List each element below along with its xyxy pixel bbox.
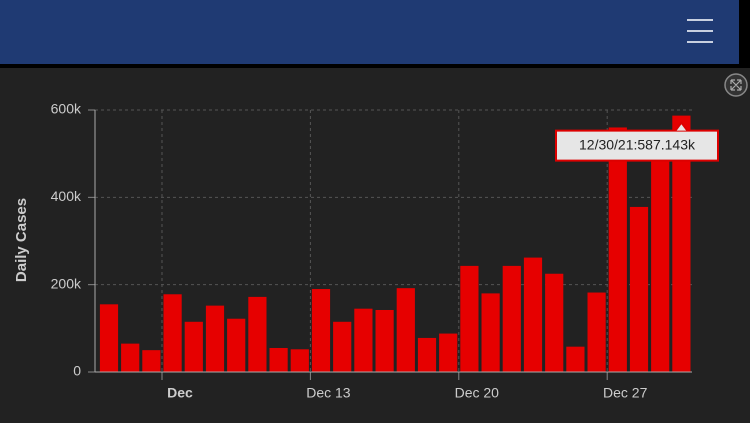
bar bbox=[290, 349, 309, 372]
bar bbox=[248, 296, 267, 372]
tooltip-pointer bbox=[674, 120, 689, 132]
bar bbox=[566, 346, 585, 372]
bar bbox=[417, 337, 437, 372]
bar bbox=[205, 305, 225, 372]
y-tick-label: 200k bbox=[51, 275, 82, 291]
chart-panel: Daily Cases 0 200k 400k 600k Dec Dec 13 Dec 20… bbox=[0, 68, 750, 423]
bar bbox=[481, 293, 500, 372]
y-axis-label: Daily Cases bbox=[13, 198, 30, 282]
tooltip-box bbox=[555, 129, 719, 162]
bar bbox=[672, 115, 691, 372]
chart: Daily Cases 0 200k 400k 600k Dec Dec 13 Dec 20… bbox=[13, 73, 748, 401]
bar bbox=[354, 308, 373, 372]
x-tick-label: Dec 13 bbox=[306, 385, 351, 401]
bar bbox=[99, 304, 119, 372]
bar bbox=[227, 318, 246, 372]
expand-button[interactable] bbox=[724, 73, 748, 97]
x-tick-label: Dec bbox=[167, 385, 193, 401]
bar bbox=[121, 343, 140, 372]
y-tick-label: 600k bbox=[51, 101, 82, 117]
bar bbox=[269, 347, 288, 372]
bar bbox=[142, 350, 161, 372]
bar bbox=[587, 292, 606, 372]
bar bbox=[375, 309, 394, 372]
bar bbox=[545, 273, 564, 372]
bar bbox=[396, 288, 415, 372]
bar bbox=[651, 149, 670, 372]
x-tick-label: Dec 20 bbox=[455, 385, 500, 401]
x-tick-label: Dec 27 bbox=[603, 385, 648, 401]
bar bbox=[523, 257, 543, 372]
bar bbox=[629, 206, 649, 372]
bar bbox=[608, 127, 627, 372]
bar bbox=[333, 321, 352, 372]
tooltip-text: 12/30/21:587.143k bbox=[579, 136, 696, 152]
y-tick-label: 0 bbox=[73, 363, 81, 379]
bar bbox=[502, 265, 521, 372]
bar bbox=[184, 321, 203, 372]
bar bbox=[311, 289, 331, 372]
bar bbox=[163, 294, 182, 372]
nav-bar bbox=[0, 0, 739, 64]
tooltip: 12/30/21:587.143k bbox=[555, 120, 719, 162]
bar bbox=[439, 333, 458, 372]
bar bbox=[460, 265, 479, 372]
menu-icon[interactable] bbox=[0, 0, 739, 64]
y-tick-label: 400k bbox=[51, 188, 82, 204]
